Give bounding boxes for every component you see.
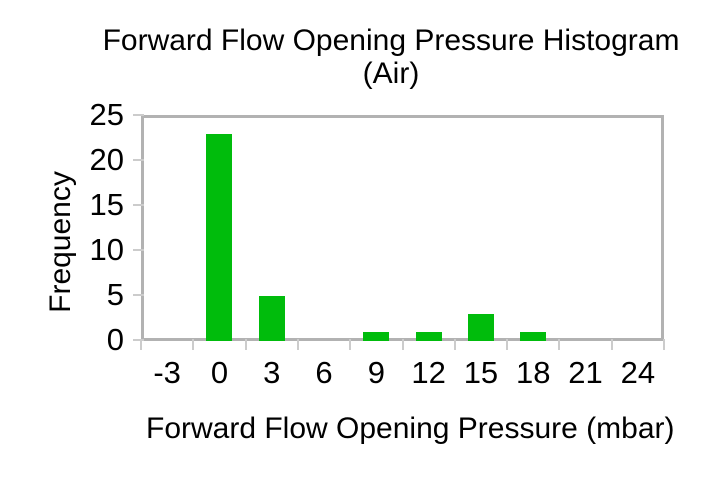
x-tick-label: 18	[516, 355, 551, 390]
x-tick-label: 21	[568, 355, 603, 390]
x-tick-label: 3	[263, 355, 281, 390]
chart-title-line2: (Air)	[362, 57, 420, 90]
histogram-bar	[363, 332, 390, 341]
histogram-bar	[520, 332, 547, 341]
y-tick-label: 5	[106, 277, 124, 312]
histogram-bar	[206, 134, 233, 341]
y-tick-label: 0	[106, 322, 124, 357]
x-tick-mark	[140, 339, 142, 350]
y-tick-label: 20	[89, 142, 124, 177]
histogram-bar	[258, 296, 285, 341]
y-tick-mark	[133, 114, 144, 116]
x-tick-mark	[401, 339, 404, 350]
x-tick-label: 0	[210, 355, 229, 390]
x-tick-mark	[244, 339, 247, 350]
x-tick-mark	[610, 339, 613, 350]
x-tick-mark	[296, 339, 299, 350]
y-tick-mark	[133, 249, 144, 251]
chart-title-line1: Forward Flow Opening Pressure Histogram	[102, 24, 680, 57]
x-tick-label: 12	[411, 355, 446, 390]
x-axis-title: Forward Flow Opening Pressure (mbar)	[146, 412, 675, 445]
x-tick-label: 24	[620, 355, 656, 390]
chart-title: Forward Flow Opening Pressure Histogram …	[61, 24, 721, 90]
x-tick-mark	[663, 339, 665, 350]
y-tick-mark	[133, 339, 144, 341]
y-tick-label: 25	[89, 97, 124, 132]
x-tick-mark	[192, 339, 195, 350]
y-tick-mark	[133, 159, 144, 161]
x-tick-mark	[506, 339, 509, 350]
y-tick-label: 10	[89, 232, 124, 267]
y-tick-mark	[133, 294, 144, 296]
x-tick-mark	[453, 339, 456, 350]
x-tick-mark	[349, 339, 352, 350]
histogram-bar	[467, 314, 494, 341]
x-tick-mark	[558, 339, 561, 350]
histogram-bar	[415, 332, 442, 341]
y-tick-label: 15	[89, 187, 124, 222]
x-tick-label: 15	[463, 355, 499, 390]
x-tick-label: 9	[367, 355, 385, 390]
x-tick-label: 6	[315, 355, 333, 390]
y-tick-mark	[133, 204, 144, 206]
x-tick-label: -3	[153, 355, 181, 390]
